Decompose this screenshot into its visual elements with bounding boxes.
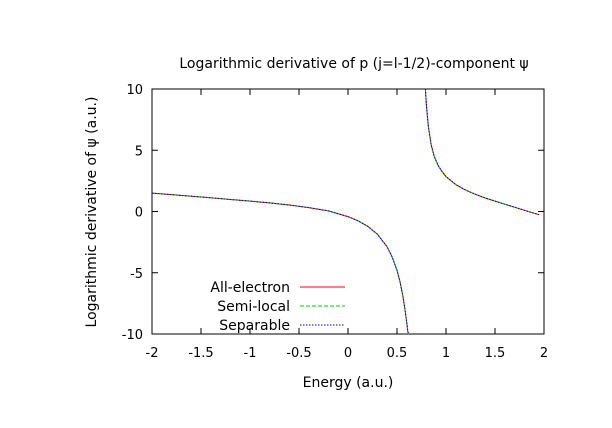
legend-label: Semi-local: [217, 299, 290, 315]
x-tick-label: -1.5: [188, 346, 213, 361]
x-axis: -2 -1.5 -1 -0.5 0 0.5 1 1.5 2: [146, 89, 548, 361]
plot-frame: [151, 88, 545, 335]
series-line-separable-1: [424, 88, 540, 216]
y-axis: -10 -5 0 5 10: [122, 83, 544, 343]
y-tick-label: 5: [135, 144, 143, 159]
x-axis-label: Energy (a.u.): [303, 375, 394, 391]
x-tick-label: -1: [244, 346, 257, 361]
legend-label: Separable: [219, 318, 290, 334]
y-axis-label: Logarithmic derivative of ψ (a.u.): [84, 97, 100, 328]
series-line-separable-0: [151, 192, 410, 335]
series-lines: [151, 88, 540, 335]
y-tick-label: 0: [135, 206, 143, 221]
y-tick-label: -10: [122, 328, 143, 343]
y-tick-label: -5: [130, 267, 143, 282]
chart-title: Logarithmic derivative of p (j=l-1/2)-co…: [179, 56, 528, 72]
x-tick-label: 1: [442, 346, 450, 361]
legend-label: All-electron: [210, 280, 290, 296]
x-tick-label: -0.5: [286, 346, 311, 361]
x-tick-label: 0: [344, 346, 352, 361]
legend: All-electron Semi-local Separable: [210, 280, 345, 334]
x-tick-label: 0.5: [387, 346, 408, 361]
series-line-semi-local-1: [424, 88, 540, 216]
series-line-all-electron-1: [424, 88, 540, 216]
y-tick-label: 10: [126, 83, 143, 98]
x-tick-label: -2: [146, 346, 159, 361]
x-tick-label: 2: [540, 346, 548, 361]
x-tick-label: 1.5: [485, 346, 506, 361]
